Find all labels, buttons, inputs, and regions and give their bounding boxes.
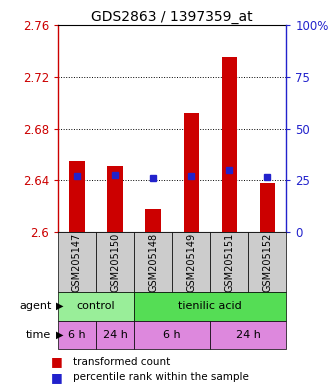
FancyBboxPatch shape — [58, 232, 96, 292]
FancyBboxPatch shape — [134, 321, 210, 349]
Text: ■: ■ — [51, 355, 63, 368]
FancyBboxPatch shape — [58, 292, 134, 321]
Text: percentile rank within the sample: percentile rank within the sample — [73, 372, 249, 382]
Text: GSM205147: GSM205147 — [72, 232, 82, 292]
Text: 24 h: 24 h — [236, 330, 261, 340]
Text: 24 h: 24 h — [103, 330, 127, 340]
Text: 6 h: 6 h — [163, 330, 181, 340]
Bar — [145, 209, 161, 232]
FancyBboxPatch shape — [134, 232, 172, 292]
Text: GSM205149: GSM205149 — [186, 233, 196, 291]
Text: time: time — [26, 330, 51, 340]
Text: agent: agent — [19, 301, 51, 311]
FancyBboxPatch shape — [248, 232, 286, 292]
Bar — [70, 161, 85, 232]
Text: control: control — [77, 301, 115, 311]
Text: GSM205150: GSM205150 — [110, 232, 120, 292]
Bar — [221, 57, 237, 232]
FancyBboxPatch shape — [210, 232, 248, 292]
Text: GSM205151: GSM205151 — [224, 232, 234, 292]
FancyBboxPatch shape — [134, 292, 286, 321]
FancyBboxPatch shape — [58, 321, 96, 349]
Bar — [107, 166, 122, 232]
Title: GDS2863 / 1397359_at: GDS2863 / 1397359_at — [91, 10, 253, 24]
Text: transformed count: transformed count — [73, 356, 170, 367]
Bar — [260, 183, 275, 232]
FancyBboxPatch shape — [210, 321, 286, 349]
FancyBboxPatch shape — [96, 321, 134, 349]
Text: GSM205152: GSM205152 — [262, 232, 272, 292]
FancyBboxPatch shape — [96, 232, 134, 292]
Bar — [183, 113, 199, 232]
FancyBboxPatch shape — [172, 232, 210, 292]
Text: 6 h: 6 h — [68, 330, 86, 340]
Text: ▶: ▶ — [56, 301, 64, 311]
Text: ■: ■ — [51, 371, 63, 384]
Text: tienilic acid: tienilic acid — [178, 301, 242, 311]
Text: ▶: ▶ — [56, 330, 64, 340]
Text: GSM205148: GSM205148 — [148, 233, 158, 291]
